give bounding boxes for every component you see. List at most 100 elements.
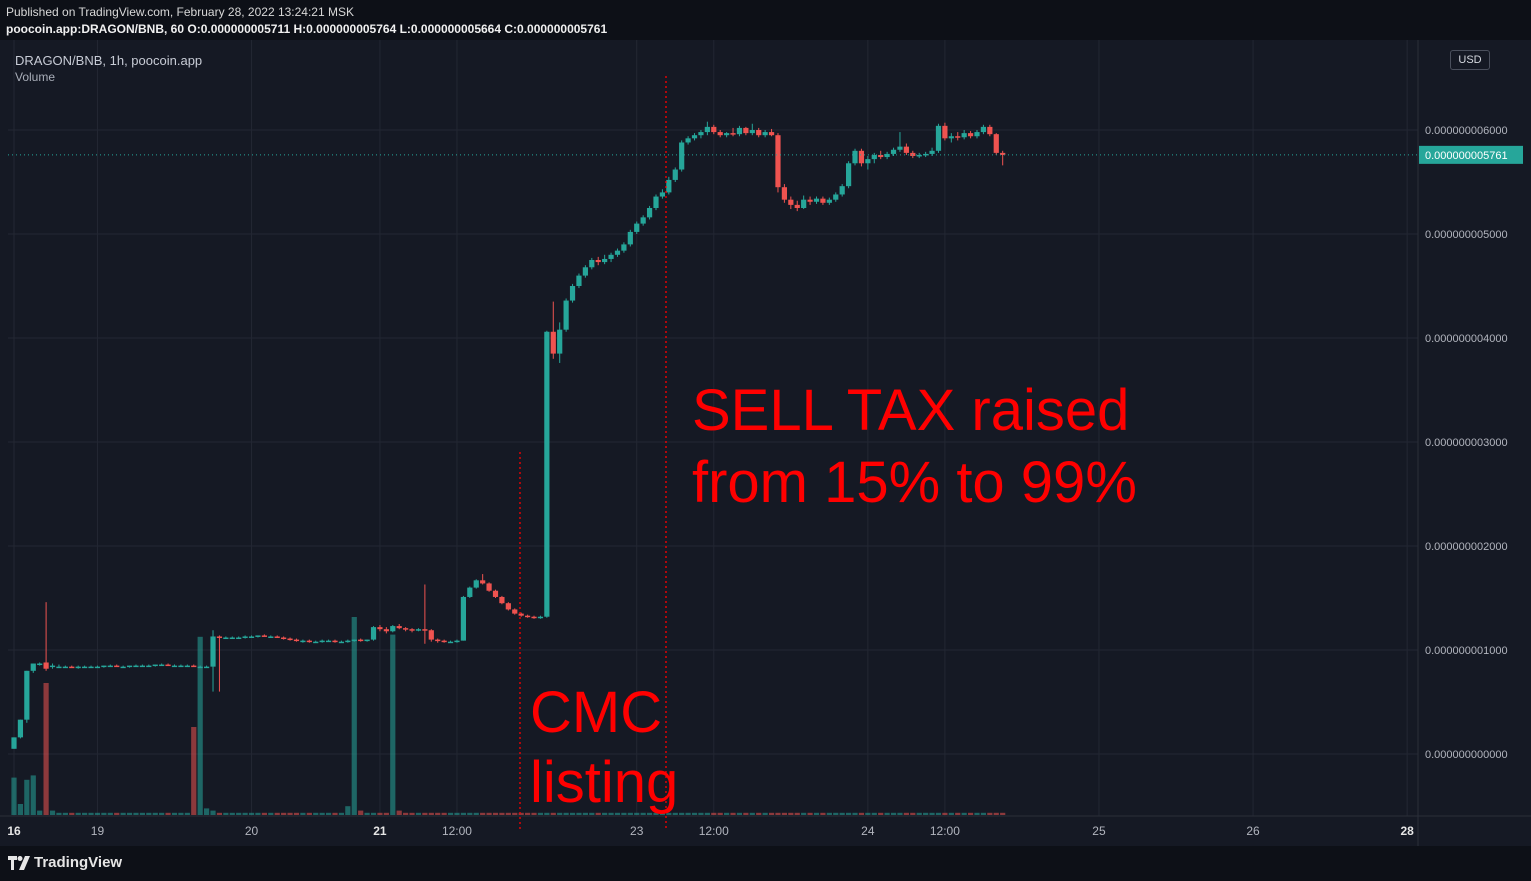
volume-bar — [993, 812, 999, 815]
candle-body — [171, 665, 178, 668]
volume-bar — [11, 777, 17, 815]
volume-bar — [846, 812, 852, 815]
candle-body — [306, 640, 312, 643]
candle-body — [499, 596, 505, 604]
candle-body — [512, 609, 518, 614]
volume-bar — [788, 812, 794, 815]
candle-body — [980, 126, 987, 133]
volume-bar — [17, 804, 24, 815]
candle-body — [788, 199, 794, 205]
volume-bar — [255, 812, 261, 815]
candle-body — [544, 331, 550, 617]
candle-body — [248, 636, 255, 638]
candle-body — [107, 665, 113, 668]
volume-bar — [139, 812, 145, 815]
time-tick-label: 23 — [630, 824, 644, 838]
candle-body — [383, 629, 389, 632]
volume-bar — [287, 812, 293, 815]
volume-bar — [358, 810, 364, 815]
volume-bar — [955, 812, 961, 815]
volume-bar — [614, 812, 621, 815]
tradingview-logo[interactable]: TradingView — [8, 854, 122, 871]
candle-body — [242, 636, 248, 638]
volume-bar — [698, 812, 704, 815]
candle-body — [967, 133, 974, 137]
candle-body — [871, 154, 877, 160]
candle-body — [884, 153, 890, 158]
candle-body — [210, 636, 216, 667]
volume-bar — [94, 812, 101, 815]
candle-body — [454, 640, 460, 643]
volume-bar — [293, 812, 300, 815]
volume-bar — [948, 812, 954, 815]
price-chart[interactable]: 0.000000006000 0.000000005000 0.0000000040… — [0, 40, 1531, 846]
candle-body — [736, 127, 743, 135]
candle-body — [281, 637, 287, 640]
volume-bar — [929, 812, 935, 815]
volume-bar — [717, 812, 723, 815]
currency-button[interactable]: USD — [1450, 50, 1490, 70]
volume-bar — [691, 812, 698, 815]
high-label: H: — [293, 22, 307, 36]
candle-body — [691, 135, 698, 139]
volume-bar — [903, 812, 909, 815]
price-tick-label: 0.000000003000 — [1425, 437, 1508, 449]
volume-bar — [216, 812, 223, 815]
volume-bar — [441, 812, 447, 815]
candle-body — [916, 154, 922, 157]
low-label: L: — [399, 22, 411, 36]
candle-body — [364, 639, 370, 642]
last-price-badge — [1419, 145, 1523, 164]
volume-bar — [409, 812, 415, 815]
volume-bar — [839, 812, 845, 815]
candle-body — [743, 127, 749, 134]
volume-bar — [666, 812, 672, 815]
time-tick-label: 20 — [245, 824, 259, 838]
tradingview-brand: TradingView — [34, 854, 123, 871]
candle-body — [300, 640, 306, 643]
low-value: 0.000000005664 — [410, 22, 502, 36]
volume-bar — [557, 812, 563, 815]
volume-bar — [492, 812, 499, 815]
candle-body — [576, 275, 582, 286]
candle-body — [197, 666, 203, 669]
candle-body — [935, 125, 942, 151]
volume-bar — [171, 812, 178, 815]
candle-body — [467, 587, 473, 597]
volume-bar — [49, 810, 56, 815]
volume-bar — [711, 812, 717, 815]
volume-bar — [268, 812, 274, 815]
candle-body — [929, 150, 935, 154]
candle-body — [634, 223, 640, 232]
symbol-label: poocoin.app:DRAGON/BNB, 60 — [6, 22, 185, 36]
candle-body — [749, 130, 755, 134]
volume-bar — [736, 812, 743, 815]
candle-body — [948, 136, 954, 139]
price-axis: 0.000000006000 0.000000005000 0.0000000040… — [1419, 125, 1523, 761]
candle-body — [325, 640, 332, 643]
volume-bar — [813, 812, 820, 815]
volume-bar — [88, 812, 94, 815]
volume-bar — [525, 812, 531, 815]
volume-bar — [858, 812, 865, 815]
candle-body — [582, 267, 588, 276]
candle-body — [794, 204, 800, 208]
volume-bar — [679, 812, 685, 815]
volume-bar — [75, 812, 81, 815]
candle-body — [646, 208, 653, 218]
publish-header: Published on TradingView.com, February 2… — [0, 0, 1531, 40]
candle-body — [94, 666, 101, 669]
candle-body — [447, 641, 454, 644]
time-tick-label: 21 — [373, 824, 387, 838]
volume-bar — [210, 810, 216, 815]
volume-bar — [576, 812, 582, 815]
volume-bar — [62, 812, 68, 815]
volume-bar — [569, 812, 576, 815]
volume-bar — [768, 812, 775, 815]
volume-bar — [550, 812, 556, 815]
candle-body — [191, 665, 197, 668]
candle-body — [268, 636, 274, 638]
chart-grid — [0, 40, 1531, 846]
volume-bar — [114, 812, 120, 815]
volume-bar — [383, 812, 389, 815]
